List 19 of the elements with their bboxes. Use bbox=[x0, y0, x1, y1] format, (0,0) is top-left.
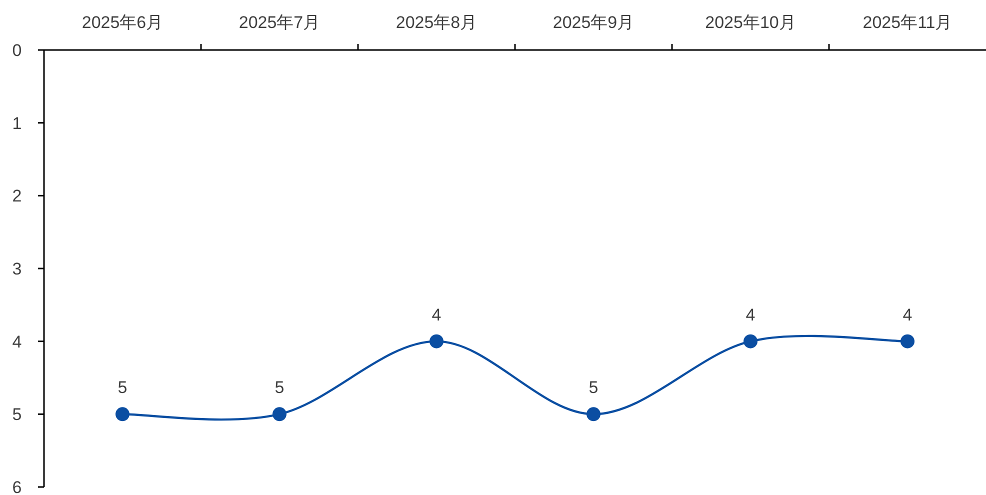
data-label: 4 bbox=[746, 305, 756, 324]
x-tick-label: 2025年11月 bbox=[862, 13, 952, 32]
y-tick-label: 1 bbox=[12, 114, 22, 133]
y-tick-label: 5 bbox=[12, 405, 22, 424]
x-tick-label: 2025年10月 bbox=[705, 13, 796, 32]
x-tick-label: 2025年9月 bbox=[552, 13, 634, 32]
data-label: 5 bbox=[588, 378, 598, 398]
y-tick-label: 2 bbox=[12, 186, 22, 206]
y-tick-label: 4 bbox=[12, 332, 22, 352]
data-label: 5 bbox=[118, 378, 128, 398]
data-label: 5 bbox=[274, 378, 284, 398]
x-tick-label: 2025年6月 bbox=[82, 13, 164, 32]
data-label: 4 bbox=[432, 305, 442, 324]
y-tick-label: 6 bbox=[12, 478, 22, 495]
x-tick-label: 2025年8月 bbox=[396, 13, 478, 32]
data-label: 4 bbox=[902, 305, 912, 324]
x-tick-label: 2025年7月 bbox=[238, 13, 320, 32]
y-tick-label: 0 bbox=[12, 41, 22, 60]
y-tick-label: 3 bbox=[12, 260, 22, 278]
